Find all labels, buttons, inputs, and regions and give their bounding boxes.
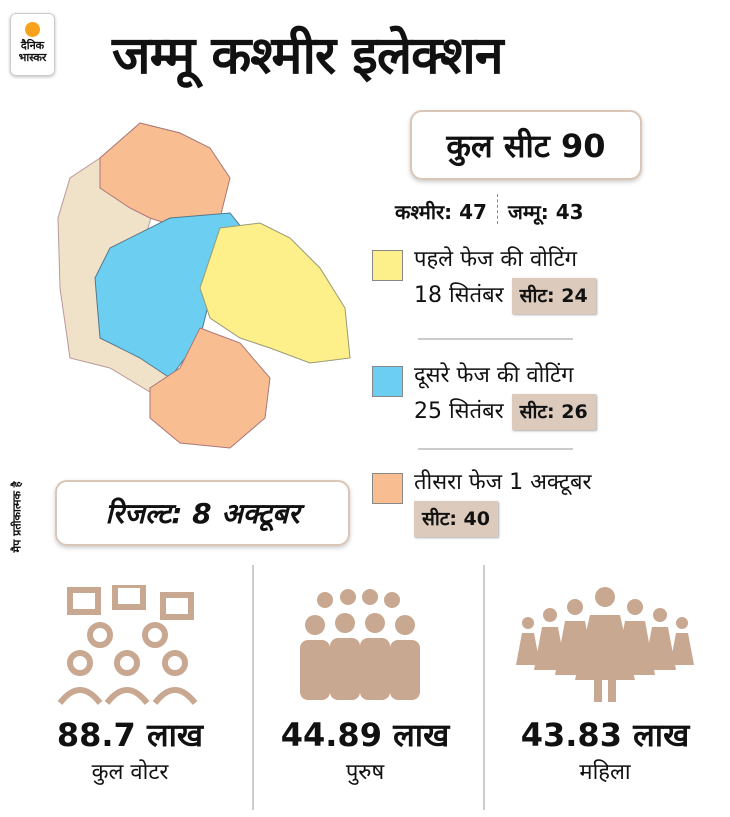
- map-note-text: मैप प्रतीकात्मक है: [10, 481, 24, 553]
- legend-phase3: तीसरा फेज 1 अक्टूबर सीट: 40: [372, 465, 592, 537]
- phase1-date: 18 सितंबर: [414, 283, 504, 308]
- men-value: 44.89 लाख: [280, 716, 450, 754]
- phase3-title: तीसरा फेज 1 अक्टूबर: [414, 470, 592, 495]
- map-region-phase1: [199, 222, 351, 364]
- jk-map: [57, 122, 351, 449]
- divider: [483, 565, 485, 810]
- phase1-title: पहले फेज की वोटिंग: [414, 247, 578, 272]
- divider: [496, 194, 498, 224]
- divider: [252, 565, 254, 810]
- stat-voters: 88.7 लाख कुल वोटर: [10, 565, 250, 815]
- dainik-bhaskar-logo: दैनिक भास्कर: [10, 13, 55, 76]
- divider: [418, 338, 573, 340]
- voters-icon: [57, 582, 198, 705]
- women-value: 43.83 लाख: [520, 716, 690, 754]
- phase3-seats-badge: सीट: 40: [414, 501, 498, 537]
- phase2-date: 25 सितंबर: [414, 399, 504, 424]
- phase2-title: दूसरे फेज की वोटिंग: [414, 363, 574, 388]
- phase1-swatch: [372, 250, 403, 281]
- stat-men: 44.89 लाख पुरुष: [245, 565, 485, 815]
- kashmir-seats: कश्मीर: 47: [395, 200, 487, 224]
- divider: [418, 448, 573, 450]
- men-icon: [300, 589, 420, 700]
- women-label: महिला: [579, 760, 631, 785]
- voters-value: 88.7 लाख: [56, 716, 204, 754]
- legend-phase2: दूसरे फेज की वोटिंग 25 सितंबर सीट: 26: [372, 358, 596, 430]
- stat-women: 43.83 लाख महिला: [485, 565, 725, 815]
- sun-icon: [25, 22, 40, 37]
- phase1-seats-badge: सीट: 24: [511, 278, 596, 314]
- men-label: पुरुष: [345, 760, 385, 785]
- map-note: मैप प्रतीकात्मक है: [2, 415, 32, 555]
- result-date-box: रिजल्ट: 8 अक्टूबर: [55, 480, 350, 546]
- jammu-seats: जम्मू: 43: [507, 200, 584, 224]
- legend-phase1: पहले फेज की वोटिंग 18 सितंबर सीट: 24: [372, 242, 596, 314]
- phase3-swatch: [372, 473, 403, 504]
- total-seats-box: कुल सीट 90: [410, 110, 642, 180]
- region-split: कश्मीर: 47 जम्मू: 43: [395, 194, 584, 225]
- page-title: जम्मू कश्मीर इलेक्शन: [112, 26, 504, 86]
- phase2-seats-badge: सीट: 26: [511, 394, 596, 430]
- logo-line2: भास्कर: [18, 51, 47, 64]
- voters-label: कुल वोटर: [91, 760, 169, 785]
- map-region-phase3-south: [149, 327, 271, 449]
- phase2-swatch: [372, 366, 403, 397]
- logo-line1: दैनिक: [20, 39, 45, 52]
- women-icon: [516, 587, 694, 702]
